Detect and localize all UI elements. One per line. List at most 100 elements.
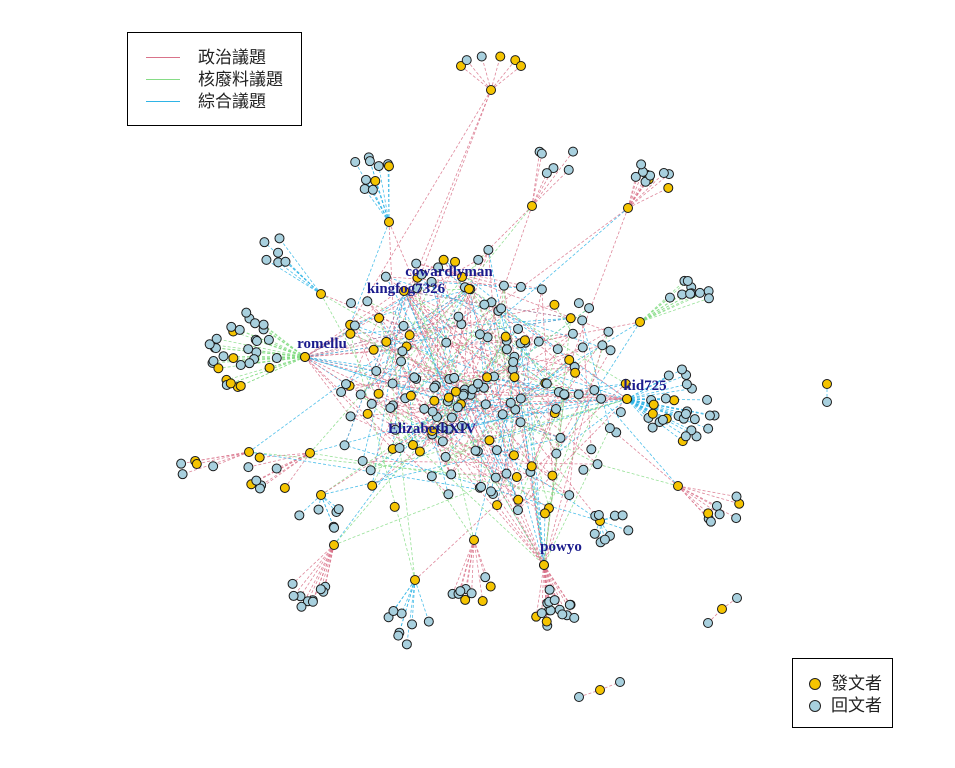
replier-node [339, 440, 350, 451]
poster-dot-swatch [809, 678, 821, 690]
poster-node [622, 394, 632, 404]
replier-node [636, 159, 647, 170]
politics-edge [424, 408, 555, 414]
replier-node [176, 458, 187, 469]
replier-node [617, 510, 628, 521]
politics-edge [388, 221, 400, 449]
replier-node [599, 534, 610, 545]
general-edge [626, 383, 687, 400]
replier-node [592, 459, 603, 470]
politics-edge [677, 485, 709, 514]
poster-node [225, 378, 236, 389]
poster-node [404, 330, 415, 341]
politics-edge [677, 485, 737, 519]
general-edge [489, 398, 628, 441]
general-edge [320, 494, 339, 510]
poster-node [383, 161, 394, 172]
politics-edge [490, 59, 516, 91]
nuclear-edge [350, 333, 511, 404]
hub-label-ElizabethXIV: ElizabethXIV [388, 421, 477, 437]
poster-node [300, 352, 310, 362]
politics-edge [385, 276, 405, 292]
replier-node [731, 491, 742, 502]
node-layer [176, 51, 832, 702]
poster-node [570, 367, 581, 378]
replier-node [243, 344, 254, 355]
replier-node [596, 393, 607, 404]
replier-node [361, 174, 372, 185]
replier-node [557, 609, 568, 620]
nuclear-edge [367, 300, 565, 396]
replier-node [409, 372, 420, 383]
nuclear-edge [491, 302, 516, 410]
politics-edge [375, 89, 492, 372]
replier-node [559, 389, 570, 400]
replier-node [515, 393, 526, 404]
poster-node [329, 540, 339, 550]
politics-edge [300, 544, 335, 597]
legend-label-general: 綜合議題 [198, 92, 266, 112]
replier-node [681, 379, 692, 390]
replier-node [567, 328, 578, 339]
general-edge [626, 388, 693, 400]
general-edge [378, 166, 390, 223]
nuclear-edge [370, 398, 628, 471]
politics-edge [403, 290, 521, 423]
replier-node [456, 420, 467, 431]
politics-edge [531, 153, 543, 207]
politics-edge [388, 221, 497, 478]
nuclear-edge [333, 486, 482, 546]
politics-edge [468, 288, 504, 415]
replier-node [663, 370, 674, 381]
replier-node [294, 510, 305, 521]
replier-node [480, 399, 491, 410]
general-edge [424, 398, 628, 410]
node-type-legend: 發文者 回文者 [792, 658, 893, 728]
replier-node [615, 677, 625, 687]
replier-node [549, 595, 560, 606]
nuclear-edge [468, 288, 560, 393]
replier-node [490, 472, 501, 483]
politics-edge [419, 430, 433, 452]
replier-node [685, 288, 696, 299]
poster-node [635, 317, 645, 327]
poster-node [384, 217, 394, 227]
general-edge [410, 207, 629, 397]
legend-item-nuclear: 核廢料議題 [128, 69, 301, 91]
nuclear-edge [255, 339, 306, 358]
nuclear-edge [544, 398, 602, 514]
poster-node [623, 203, 633, 213]
general-edge [401, 579, 416, 614]
replier-node [569, 612, 580, 623]
replier-node [226, 321, 237, 332]
politics-edge [491, 302, 531, 472]
general-edge [411, 579, 416, 625]
replier-node [390, 424, 401, 435]
politics-edge [431, 249, 489, 432]
replier-node [491, 445, 502, 456]
politics-edge [378, 393, 550, 509]
poster-node [373, 388, 384, 399]
poster-node [235, 380, 246, 391]
replier-node [822, 397, 832, 407]
replier-node [271, 353, 282, 364]
replier-node [287, 578, 298, 589]
replier-node [362, 296, 373, 307]
poster-node [564, 354, 575, 365]
politics-edge [385, 276, 521, 288]
general-edge [431, 281, 542, 290]
replier-node [388, 606, 399, 617]
nuclear-edge [543, 427, 611, 566]
poster-node [370, 175, 381, 186]
poster-node [427, 426, 437, 436]
replier-node [473, 254, 484, 265]
replier-dot-swatch [809, 700, 821, 712]
replier-node [258, 319, 269, 330]
legend-item-general: 綜合議題 [128, 91, 301, 113]
general-edge [498, 310, 548, 384]
poster-node [822, 379, 832, 389]
poster-node [228, 353, 239, 364]
replier-node [536, 148, 547, 159]
replier-node [552, 344, 563, 355]
poster-node [510, 55, 521, 66]
